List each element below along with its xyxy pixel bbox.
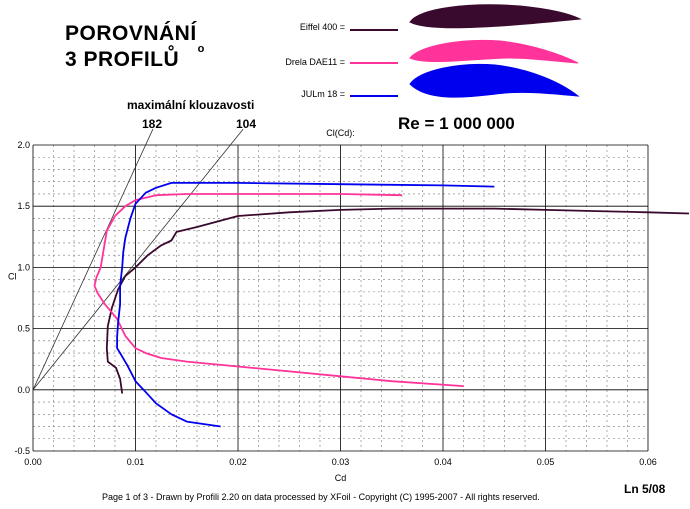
y-tick-label: -0.5: [14, 446, 30, 456]
glide-value-182: 182: [142, 117, 163, 131]
glide-value-104: 104: [236, 117, 257, 131]
max-glide-label: maximální klouzavosti: [127, 98, 255, 112]
y-tick-label: 0.5: [17, 324, 30, 334]
series-line-1: [93, 193, 464, 387]
x-tick-label: 0.02: [229, 457, 247, 467]
y-axis-label: Cl: [8, 272, 17, 282]
page-title-line2: 3 PROFILŮ: [65, 48, 180, 71]
glide-line-104: [32, 128, 244, 391]
page-title-line1: POROVNÁNÍ: [65, 22, 197, 45]
footer-page-info: Page 1 of 3 - Drawn by Profili 2.20 on d…: [102, 492, 540, 502]
y-tick-label: 1.5: [17, 201, 30, 211]
airfoil-julm-18-icon: [409, 63, 580, 98]
glide-line-182: [32, 128, 154, 390]
legend-label-drela: Drela DAE11 =: [285, 57, 345, 67]
title-accent-ring: o: [198, 43, 205, 55]
y-tick-label: 2.0: [17, 140, 30, 150]
series-line-2: [116, 181, 495, 428]
footer-ln-label: Ln 5/08: [624, 482, 666, 496]
x-tick-label: 0.01: [127, 457, 145, 467]
y-tick-label: 1.0: [17, 262, 30, 272]
airfoil-eiffel-400-icon: [409, 4, 582, 29]
chart-title: Cl(Cd):: [326, 128, 355, 138]
reynolds-label: Re = 1 000 000: [398, 114, 515, 133]
legend-label-julm: JULm 18 =: [301, 89, 345, 99]
x-tick-label: 0.05: [537, 457, 555, 467]
x-tick-label: 0.00: [24, 457, 42, 467]
x-tick-label: 0.04: [434, 457, 452, 467]
series-line-0: [105, 207, 690, 394]
legend-label-eiffel: Eiffel 400 =: [299, 22, 345, 32]
x-tick-label: 0.03: [332, 457, 350, 467]
x-axis-label: Cd: [335, 473, 347, 483]
airfoil-drela-dae11-icon: [409, 39, 579, 64]
x-tick-label: 0.06: [639, 457, 657, 467]
y-tick-label: 0.0: [17, 385, 30, 395]
